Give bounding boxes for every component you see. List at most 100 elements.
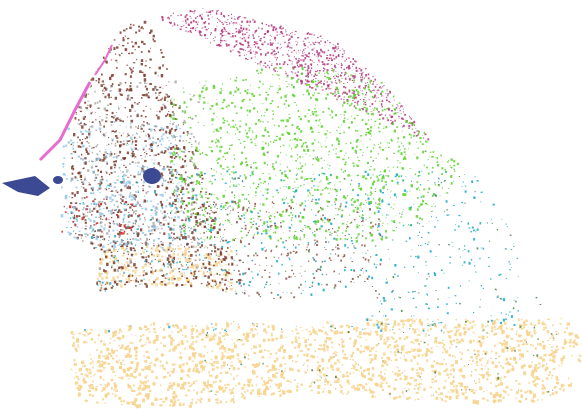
map-speckle-brn-668 — [137, 232, 140, 236]
map-speckle-tan-457 — [188, 375, 190, 378]
map-speckle-grn-436 — [369, 194, 372, 196]
map-speckle-tan-733 — [412, 349, 416, 352]
map-speckle-tan-495 — [72, 336, 75, 339]
map-speckle-tan-1368 — [73, 358, 76, 362]
map-speckle-mag-238 — [362, 72, 364, 74]
map-speckle-grn-578 — [350, 183, 352, 185]
map-speckle-tan2-95 — [98, 275, 102, 277]
map-speckle-grn-462 — [317, 158, 320, 162]
map-speckle-brn-446 — [195, 165, 197, 167]
map-speckle-brn-377 — [189, 210, 191, 212]
map-speckle-tan-415 — [266, 380, 270, 385]
map-speckle-tan-1723 — [503, 340, 505, 342]
map-speckle-mag-479 — [241, 48, 243, 50]
map-speckle-tan-148 — [365, 383, 368, 386]
map-speckle-tan-1745 — [509, 357, 512, 360]
map-speckle-tan-287 — [216, 360, 219, 364]
map-speckle-brn-290 — [112, 220, 115, 223]
map-speckle-mag-744 — [333, 47, 336, 50]
map-speckle-tan-437 — [72, 342, 75, 345]
map-speckle-grn-1123 — [356, 225, 359, 229]
map-speckle-grn-1088 — [205, 188, 207, 190]
map-speckle-tan-665 — [488, 333, 490, 335]
map-speckle-grn-707 — [234, 194, 236, 196]
map-speckle-mag-558 — [256, 41, 258, 43]
map-speckle-mag-717 — [245, 50, 247, 51]
map-speckle-grn-565 — [178, 177, 182, 180]
map-speckle-tan-1374 — [429, 386, 433, 389]
map-speckle-grn-1133 — [299, 139, 302, 141]
map-speckle-mag-164 — [355, 61, 357, 63]
map-speckle-mag-637 — [387, 94, 389, 96]
map-speckle-brn-490 — [208, 193, 211, 195]
map-speckle-brn-508 — [175, 206, 177, 208]
map-speckle-grn-127 — [320, 146, 323, 148]
map-speckle-tan-230 — [160, 404, 163, 406]
map-speckle-brn-155 — [184, 155, 187, 158]
map-speckle-brn-354 — [132, 238, 134, 240]
map-speckle-mag-529 — [307, 73, 309, 76]
map-speckle-grn-718 — [299, 238, 302, 241]
map-speckle-brn-467 — [92, 146, 95, 149]
map-speckle-mag-599 — [297, 37, 300, 39]
map-speckle-grn-1033 — [370, 156, 372, 159]
map-speckle-tan-21 — [519, 353, 522, 357]
map-speckle-tan-797 — [498, 394, 502, 397]
map-speckle-grn-950 — [173, 191, 175, 192]
map-speckle-grn-782 — [320, 125, 323, 128]
map-speckle-mag-754 — [301, 80, 303, 82]
map-speckle-brn-13 — [126, 257, 129, 260]
map-speckle-grn-411 — [386, 89, 388, 92]
map-speckle-tan-465 — [77, 384, 81, 387]
map-speckle-tan2-167 — [107, 251, 109, 253]
map-speckle-brn-383 — [180, 205, 182, 207]
map-speckle-tan-318 — [126, 353, 130, 357]
map-speckle-tan2-213 — [184, 247, 187, 250]
map-speckle-grn-24 — [365, 122, 368, 126]
map-speckle-tan-34 — [362, 350, 366, 353]
map-speckle-grn-30 — [392, 104, 394, 107]
map-speckle-grn-487 — [331, 109, 332, 111]
map-speckle-tan-1603 — [110, 366, 114, 371]
map-speckle-tan-343 — [153, 363, 156, 367]
map-speckle-tan-1192 — [551, 334, 554, 337]
map-speckle-tan-1497 — [475, 400, 480, 405]
map-speckle-grn-1171 — [403, 151, 406, 153]
map-speckle-brn-187 — [172, 257, 175, 260]
map-speckle-tan-1515 — [489, 374, 491, 376]
map-speckle-tan-1655 — [500, 324, 503, 327]
map-speckle-tan-1702 — [463, 330, 467, 333]
map-speckle-tan2-112 — [206, 254, 208, 256]
map-speckle-tan-1483 — [555, 381, 559, 384]
map-speckle-mag-1 — [314, 70, 317, 73]
map-speckle-tan-1376 — [127, 385, 130, 388]
map-speckle-grn-79 — [321, 86, 323, 88]
map-speckle-tan-5 — [413, 332, 416, 334]
map-speckle-brn-677 — [159, 260, 161, 262]
map-speckle-tan-491 — [175, 394, 178, 398]
map-speckle-grn-971 — [374, 124, 375, 126]
map-speckle-tan-109 — [86, 374, 89, 378]
map-speckle-tan-851 — [91, 386, 95, 390]
map-speckle-brn-25 — [135, 31, 138, 34]
map-speckle-tan-480 — [438, 387, 441, 390]
map-speckle-grn-1147 — [320, 193, 323, 196]
map-speckle-grn-1174 — [341, 124, 343, 126]
map-speckle-grn-242 — [273, 139, 276, 141]
map-speckle-mag-348 — [273, 69, 275, 71]
map-speckle-mag-566 — [295, 58, 297, 60]
map-speckle-brn-527 — [84, 138, 86, 140]
map-speckle-grn-296 — [318, 72, 320, 74]
map-speckle-grn-828 — [262, 230, 265, 232]
map-speckle-grn-222 — [295, 187, 297, 189]
map-speckle-tan-264 — [246, 339, 249, 342]
map-speckle-grn-888 — [235, 76, 238, 79]
map-speckle-tan-277 — [169, 349, 172, 351]
map-speckle-tan-923 — [472, 320, 475, 323]
map-speckle-mag-748 — [232, 32, 234, 34]
map-speckle-tan-965 — [380, 382, 382, 384]
map-speckle-tan-218 — [512, 346, 516, 351]
map-speckle-mag-666 — [190, 21, 193, 24]
map-speckle-brn-644 — [102, 56, 105, 59]
map-speckle-tan-1122 — [449, 373, 452, 376]
